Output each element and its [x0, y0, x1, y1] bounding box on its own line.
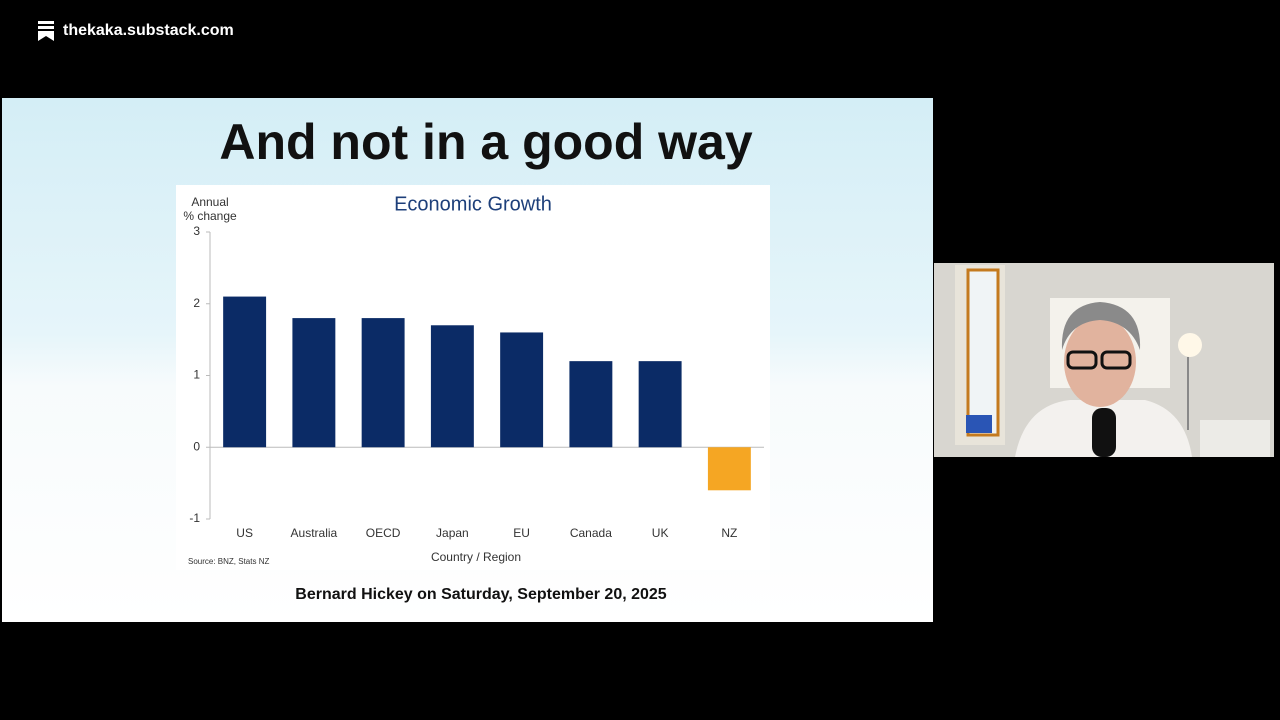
- x-tick-label: Australia: [291, 526, 338, 540]
- slide-caption: Bernard Hickey on Saturday, September 20…: [295, 586, 667, 603]
- x-tick-label: OECD: [366, 526, 401, 540]
- bar: [707, 447, 751, 491]
- x-tick-label: Japan: [436, 526, 469, 540]
- slide-title: And not in a good way: [219, 114, 752, 170]
- bar: [223, 296, 267, 448]
- y-axis-label: Annual: [191, 195, 228, 209]
- y-tick-label: 2: [193, 296, 200, 310]
- y-tick-label: 1: [193, 368, 200, 382]
- chart-title: Economic Growth: [394, 193, 552, 215]
- x-tick-label: NZ: [721, 526, 737, 540]
- x-tick-label: Canada: [570, 526, 612, 540]
- substack-logo: [38, 21, 54, 41]
- x-tick-label: EU: [513, 526, 530, 540]
- y-tick-label: 3: [193, 224, 200, 238]
- x-tick-label: UK: [652, 526, 669, 540]
- y-tick-label: -1: [189, 511, 200, 525]
- bar: [430, 325, 474, 448]
- bar: [638, 361, 682, 448]
- bar: [292, 318, 336, 448]
- y-axis-label: % change: [183, 209, 237, 223]
- webcam: [934, 263, 1274, 457]
- bar: [569, 361, 613, 448]
- chart-source: Source: BNZ, Stats NZ: [188, 557, 269, 566]
- bar: [361, 318, 405, 448]
- y-tick-label: 0: [193, 439, 200, 453]
- x-axis-label: Country / Region: [431, 550, 521, 564]
- plot: -1 0 1 2 3 US Australia OECD Japan EU Canada UK NZ: [189, 224, 764, 540]
- site-name: thekaka.substack.com: [63, 22, 234, 39]
- bar: [500, 332, 544, 448]
- x-tick-label: US: [236, 526, 253, 540]
